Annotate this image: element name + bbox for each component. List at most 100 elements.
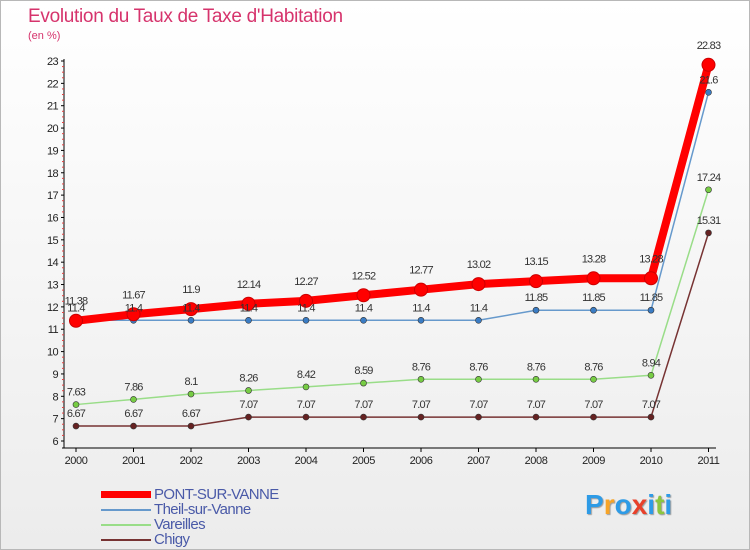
series-line-3 xyxy=(75,232,710,427)
chart-subtitle: (en %) xyxy=(28,30,61,42)
y-tick-label: 13 xyxy=(47,280,59,292)
x-tick-label: 2002 xyxy=(180,455,203,467)
data-point xyxy=(245,387,252,394)
data-label: 7.07 xyxy=(584,399,603,411)
y-tick-label: 17 xyxy=(47,190,59,202)
data-point xyxy=(72,401,80,408)
data-label: 7.07 xyxy=(354,399,373,411)
data-point xyxy=(302,316,310,324)
series-line-0 xyxy=(72,60,713,325)
data-label: 11.67 xyxy=(122,289,145,301)
y-tick-label: 16 xyxy=(47,212,59,224)
data-label: 7.86 xyxy=(124,381,143,393)
data-label: 12.27 xyxy=(294,276,318,288)
data-label: 8.94 xyxy=(642,357,661,369)
data-point xyxy=(184,302,198,317)
data-label: 11.4 xyxy=(67,302,85,314)
y-tick-label: 14 xyxy=(47,257,59,269)
data-label: 17.24 xyxy=(697,172,721,184)
legend-label: Chigy xyxy=(154,531,190,548)
y-tick-label: 12 xyxy=(47,302,59,314)
data-label: 7.63 xyxy=(67,387,86,399)
data-point xyxy=(475,376,482,383)
data-label: 12.52 xyxy=(352,270,376,282)
data-label: 21.6 xyxy=(699,74,718,86)
data-point xyxy=(529,274,543,289)
data-point xyxy=(187,390,195,398)
data-label: 8.26 xyxy=(239,372,258,384)
data-point xyxy=(299,293,313,308)
data-point xyxy=(532,413,540,421)
y-tick-label: 8 xyxy=(52,391,58,403)
logo-letter: i xyxy=(647,489,656,520)
data-label: 6.67 xyxy=(124,408,143,420)
x-tick-label: 2011 xyxy=(697,455,719,467)
data-label: 7.07 xyxy=(297,399,316,411)
y-tick-label: 10 xyxy=(47,347,59,359)
logo-letter: P xyxy=(585,489,604,520)
y-tick-label: 6 xyxy=(52,436,58,448)
data-point xyxy=(417,413,425,421)
data-point xyxy=(705,88,712,96)
data-label: 8.76 xyxy=(584,361,603,373)
legend-label: Vareilles xyxy=(154,516,206,533)
data-label: 7.07 xyxy=(527,399,546,411)
data-label: 8.76 xyxy=(412,361,431,373)
data-label: 12.14 xyxy=(237,279,261,291)
data-point xyxy=(187,422,195,430)
data-label: 7.07 xyxy=(642,399,661,411)
y-tick-label: 21 xyxy=(47,101,59,113)
x-tick-label: 2004 xyxy=(295,455,318,467)
data-point xyxy=(701,57,716,72)
y-tick-label: 23 xyxy=(47,56,59,68)
y-tick-label: 20 xyxy=(47,123,59,135)
data-point xyxy=(532,376,540,383)
data-point xyxy=(69,313,83,328)
data-point xyxy=(72,422,80,430)
data-label: 11.85 xyxy=(582,292,605,304)
x-tick-label: 2006 xyxy=(410,455,433,467)
data-point xyxy=(360,316,367,324)
data-label: 6.67 xyxy=(182,408,201,420)
logo-letter: t xyxy=(655,489,665,520)
data-point xyxy=(471,277,486,292)
data-point xyxy=(241,296,256,311)
data-point xyxy=(647,371,655,379)
x-tick-label: 2000 xyxy=(65,455,88,467)
data-label: 11.4 xyxy=(355,302,373,314)
data-point xyxy=(245,316,252,324)
data-label: 13.28 xyxy=(582,253,606,265)
data-point xyxy=(590,376,597,383)
data-point xyxy=(130,422,137,430)
y-tick-label: 9 xyxy=(52,369,58,381)
x-tick-label: 2005 xyxy=(352,455,375,467)
data-label: 11.85 xyxy=(525,292,548,304)
data-label: 11.4 xyxy=(412,302,430,314)
y-tick-label: 11 xyxy=(48,324,59,336)
legend-swatch xyxy=(101,524,151,526)
data-label: 22.83 xyxy=(697,40,721,52)
data-point xyxy=(647,306,655,314)
series-line-1 xyxy=(75,91,710,322)
data-label: 7.07 xyxy=(469,399,488,411)
data-point xyxy=(130,396,137,403)
legend-swatch xyxy=(101,539,151,541)
y-tick-label: 7 xyxy=(52,414,58,426)
data-label: 8.59 xyxy=(354,365,373,377)
data-point xyxy=(417,316,425,324)
data-point xyxy=(590,413,597,421)
legend-label: Theil-sur-Vanne xyxy=(154,501,251,518)
data-label: 8.76 xyxy=(469,361,488,373)
data-point xyxy=(187,316,195,324)
x-tick-label: 2007 xyxy=(467,455,490,467)
data-label: 15.31 xyxy=(697,215,721,227)
data-label: 11.4 xyxy=(125,302,143,314)
data-label: 7.07 xyxy=(239,399,258,411)
data-point xyxy=(417,376,425,383)
x-tick-label: 2010 xyxy=(640,455,663,467)
legend-swatch xyxy=(101,491,151,498)
data-label: 11.4 xyxy=(470,302,488,314)
series-line-2 xyxy=(75,189,710,406)
data-point xyxy=(245,413,252,421)
